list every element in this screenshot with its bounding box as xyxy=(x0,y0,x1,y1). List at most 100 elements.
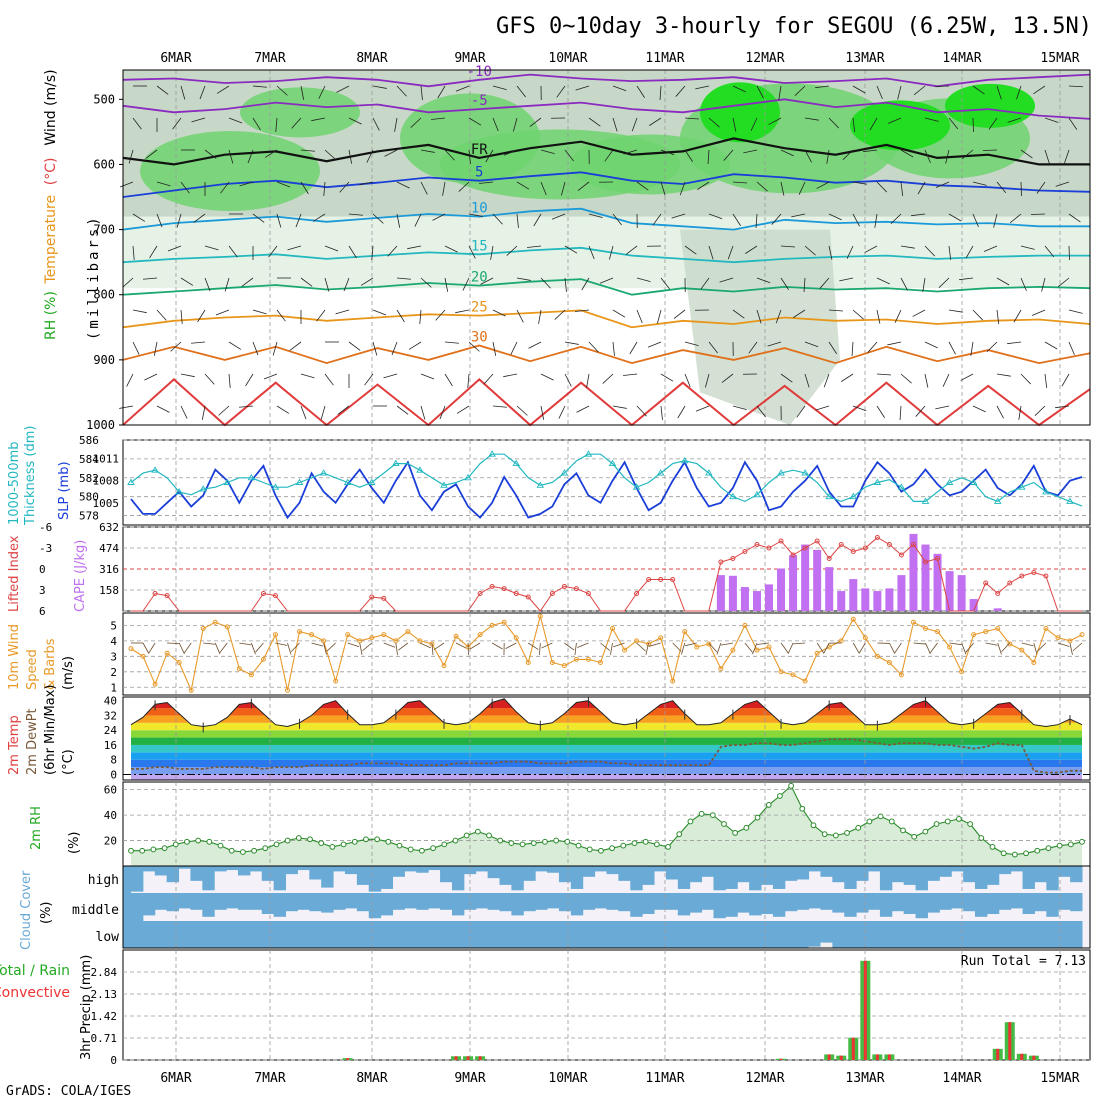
wind-barb xyxy=(558,405,566,419)
cloud-high-cell xyxy=(808,866,821,872)
cloud-middle-cell xyxy=(915,893,928,919)
thickness-marker xyxy=(993,497,1002,504)
chart-title: GFS 0~10day 3-hourly for SEGOU (6.25W, 1… xyxy=(496,14,1092,39)
thickness-marker xyxy=(127,478,135,485)
li-marker xyxy=(489,584,495,589)
cloud-middle-cell xyxy=(737,893,750,913)
cape-bar xyxy=(993,608,1002,611)
wind-barb xyxy=(780,277,789,290)
wind-barb xyxy=(852,405,867,412)
cloud-low-cell xyxy=(832,921,845,948)
cloud-low-cell xyxy=(915,921,928,948)
wind-barb-10m xyxy=(505,642,517,649)
cloud-low-cell xyxy=(226,921,239,948)
wind-barb xyxy=(750,117,758,131)
cloud-low-cell xyxy=(321,921,334,948)
rh-marker xyxy=(1034,847,1041,854)
wind-speed-marker xyxy=(874,653,880,659)
wind-barb xyxy=(437,85,446,99)
wind-barb xyxy=(252,213,265,223)
cloud-middle-cell xyxy=(344,893,358,909)
cape-bar xyxy=(740,587,749,611)
wind-barb-10m xyxy=(894,642,902,654)
wind-speed-marker xyxy=(513,635,519,641)
rh-marker xyxy=(989,844,996,850)
rh-blob-bright xyxy=(850,100,950,151)
rh-marker xyxy=(441,841,448,848)
cloud-middle-cell xyxy=(879,893,893,917)
top-date-labels: 6MAR 7MAR 8MAR 9MAR 10MAR 11MAR 12MAR 13MAR 14MA… xyxy=(160,51,1079,66)
wind-barb xyxy=(575,309,590,312)
cloud-high-cell xyxy=(309,866,322,880)
wind-barb xyxy=(938,277,950,289)
wind-barb xyxy=(247,149,254,164)
wind-barb xyxy=(767,341,782,347)
wind-barb xyxy=(707,149,710,164)
wind-barb xyxy=(295,213,302,228)
cloud-middle-cell xyxy=(975,893,988,917)
wind-barb xyxy=(455,309,470,314)
wind-barb xyxy=(564,341,579,345)
wind-barb-10m xyxy=(757,642,770,645)
wind-barb xyxy=(1036,181,1046,194)
wind-barb xyxy=(564,149,574,162)
wind-barb xyxy=(132,341,140,355)
wind-barb xyxy=(420,149,435,153)
rh-marker xyxy=(698,810,705,817)
temp-tick-label: 8 xyxy=(110,754,117,767)
cloud-low-cell xyxy=(749,921,762,948)
wind-speed-marker xyxy=(622,647,628,653)
wind-barb-10m xyxy=(949,642,962,646)
slp-thickness-panel: 578 580 582 584 586 1005 1008 1011 1000-500mb Thi… xyxy=(7,426,1091,526)
wind-barb xyxy=(864,245,878,253)
wind-barb xyxy=(1020,277,1027,292)
wind-barb xyxy=(1034,405,1046,417)
cloud-middle-cell xyxy=(796,893,810,910)
cloud-low-cell xyxy=(356,921,370,948)
wind-barb xyxy=(890,213,902,225)
wind-ylabel: 10m Wind Speed & Barbs (m/s) xyxy=(7,624,76,690)
rh-marker xyxy=(486,832,492,839)
cloud-middle-cell xyxy=(963,893,976,912)
thickness-marker xyxy=(319,469,328,476)
precip-tick-label: 2.84 xyxy=(91,966,118,979)
cloud-high-cell xyxy=(344,866,358,875)
wind-barb-10m xyxy=(395,642,398,655)
cloud-middle-cell xyxy=(558,893,572,912)
wind-barb xyxy=(679,181,686,196)
cloud-middle-cell xyxy=(416,893,429,910)
wind-barb xyxy=(228,245,238,258)
rh-marker xyxy=(956,816,962,822)
thickness-marker xyxy=(849,492,858,500)
cape-tick-label: 158 xyxy=(99,584,119,597)
wind-barb xyxy=(876,309,881,324)
wind-barb xyxy=(228,117,243,124)
wind-barb xyxy=(623,373,638,376)
cloud-high-cell xyxy=(333,866,346,872)
cape-bar xyxy=(873,591,882,611)
cloud-middle-cell xyxy=(249,893,263,910)
cloud-middle-cell xyxy=(321,893,334,913)
isotherm-line xyxy=(122,73,1091,88)
cloud-low-cell xyxy=(868,921,881,948)
wind-speed-marker xyxy=(959,669,965,675)
rh-marker xyxy=(1056,842,1063,849)
thickness-marker xyxy=(367,478,376,485)
wind-barb xyxy=(948,245,952,260)
cloud-middle-cell xyxy=(998,893,1012,910)
wind-barb xyxy=(516,181,530,190)
cloud-high-cell xyxy=(570,866,584,889)
cloud-high-cell xyxy=(535,866,548,872)
precip-tick-label: 0 xyxy=(110,1054,117,1067)
wind-barb xyxy=(492,405,507,408)
cape-ylabel: CAPE (J/kg) xyxy=(73,540,88,612)
wind-barb xyxy=(275,117,278,132)
temp-tick-label: 16 xyxy=(104,739,117,752)
wind-barb xyxy=(372,213,384,224)
cloud-middle-cell xyxy=(927,893,940,913)
wind-barb xyxy=(462,277,470,291)
wind-barb xyxy=(732,405,747,411)
date-label-top: 14MAR xyxy=(942,51,981,66)
wind-speed-marker xyxy=(321,638,327,644)
rh-marker xyxy=(877,813,884,820)
